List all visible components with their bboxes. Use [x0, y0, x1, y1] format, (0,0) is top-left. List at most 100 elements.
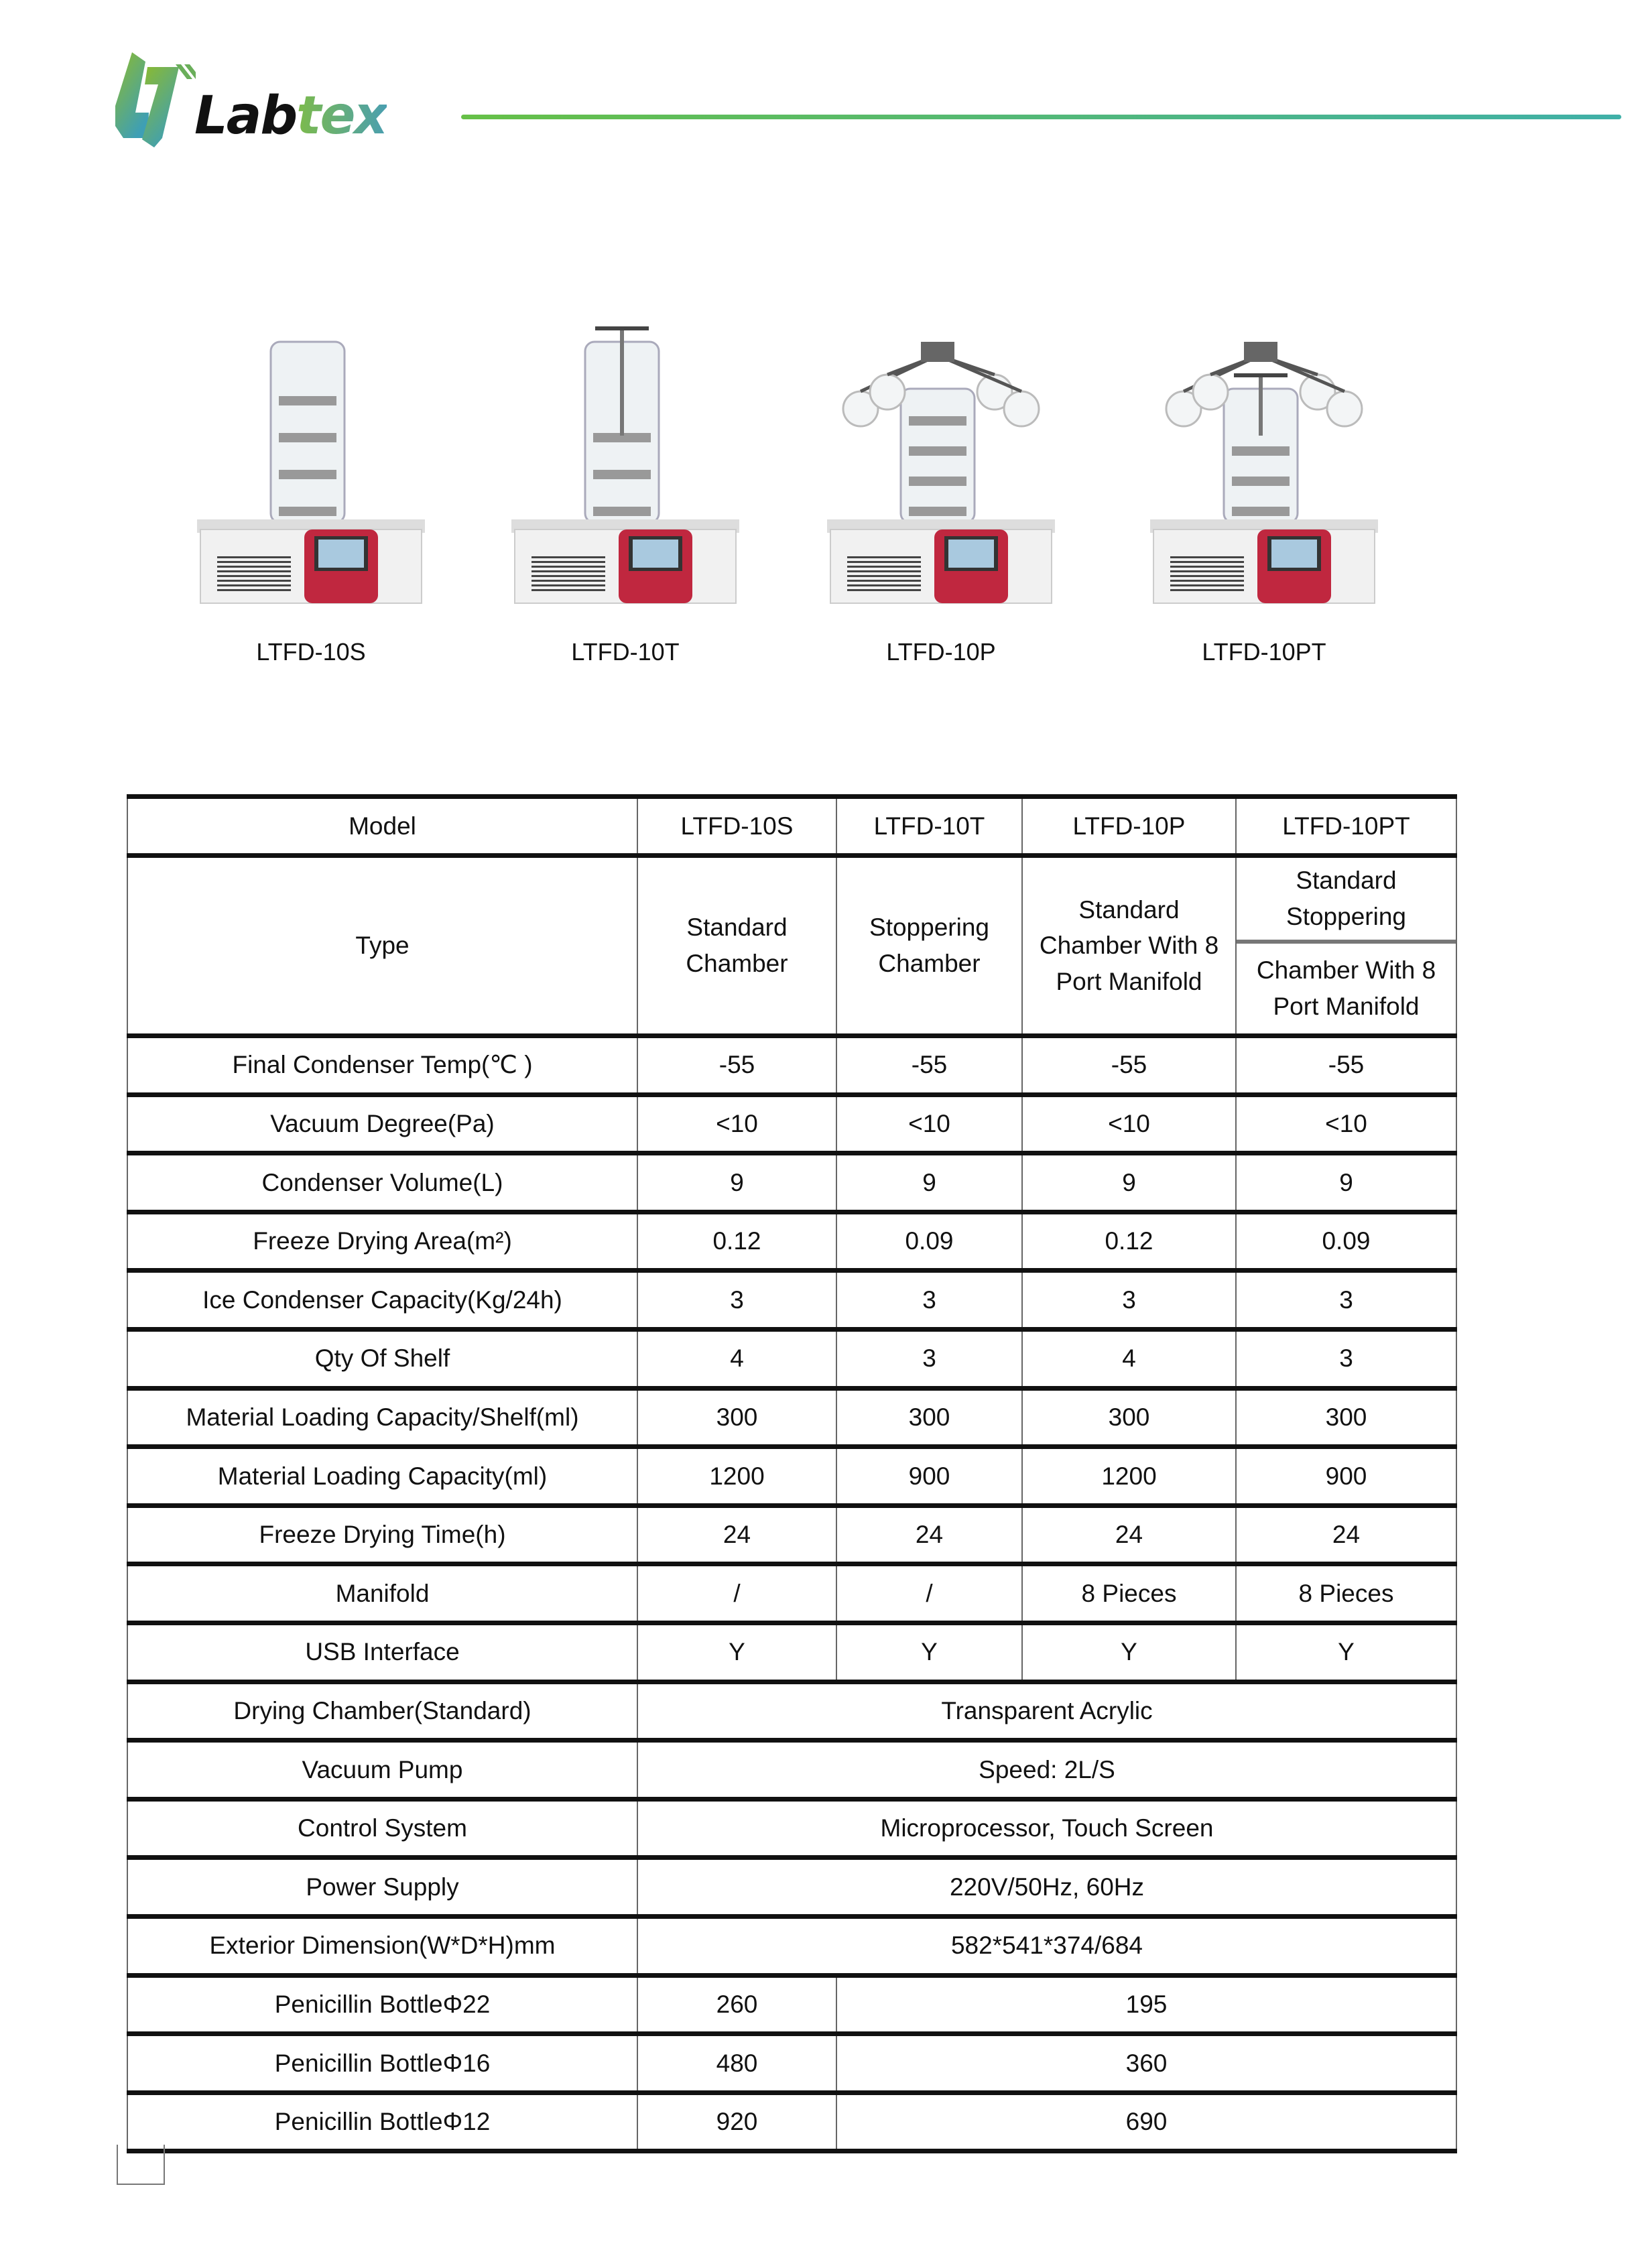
table-row: Material Loading Capacity/Shelf(ml) 300 30… — [127, 1387, 1457, 1448]
table-cell: 900 — [836, 1446, 1023, 1507]
table-cell: 260 — [637, 1974, 837, 2035]
row-label: Qty Of Shelf — [127, 1328, 638, 1389]
row-label: Drying Chamber(Standard) — [127, 1681, 638, 1741]
table-cell: Y — [1021, 1622, 1237, 1683]
table-cell: 582*541*374/684 — [637, 1915, 1457, 1976]
table-cell: 9 — [1021, 1152, 1237, 1213]
row-label: Condenser Volume(L) — [127, 1152, 638, 1213]
table-row: Final Condenser Temp(℃ ) -55 -55 -55 -55 — [127, 1035, 1457, 1096]
table-cell: 900 — [1235, 1446, 1457, 1507]
shelf — [1232, 477, 1290, 486]
row-label: USB Interface — [127, 1622, 638, 1683]
table-cell: / — [836, 1563, 1023, 1624]
shelf — [279, 396, 336, 405]
table-cell: -55 — [637, 1035, 837, 1096]
row-label: Vacuum Pump — [127, 1739, 638, 1800]
table-cell: 8 Pieces — [1235, 1563, 1457, 1624]
table-cell: 300 — [1021, 1387, 1237, 1448]
table-cell: 24 — [1235, 1505, 1457, 1565]
flask — [1192, 373, 1229, 411]
table-cell: Y — [836, 1622, 1023, 1683]
row-label: Final Condenser Temp(℃ ) — [127, 1035, 638, 1096]
model-header: LTFD-10T — [836, 796, 1023, 857]
table-cell: 3 — [637, 1269, 837, 1330]
type-cell-part: Chamber With 8 Port Manifold — [1256, 956, 1436, 1020]
flask — [869, 373, 906, 411]
table-cell: 3 — [836, 1328, 1023, 1389]
model-header: LTFD-10S — [637, 796, 837, 857]
row-label: Power Supply — [127, 1856, 638, 1917]
table-row: Vacuum Degree(Pa) <10 <10 <10 <10 — [127, 1094, 1457, 1154]
table-row: Material Loading Capacity(ml) 1200 900 1200… — [127, 1446, 1457, 1507]
product-image-ltfd-10s — [170, 315, 452, 610]
labtex-logo: Labtex — [115, 52, 388, 153]
table-row: Penicillin BottleΦ22 260 195 — [127, 1974, 1457, 2035]
table-cell: 360 — [836, 2033, 1457, 2094]
logo-wordmark: Labtex — [194, 86, 388, 146]
table-cell: Speed: 2L/S — [637, 1739, 1457, 1800]
table-cell: 24 — [1021, 1505, 1237, 1565]
table-cell: <10 — [1021, 1094, 1237, 1154]
table-cell: 24 — [637, 1505, 837, 1565]
table-cell: 3 — [836, 1269, 1023, 1330]
table-cell: 0.09 — [836, 1211, 1023, 1271]
row-label: Type — [127, 855, 638, 1037]
table-cell: Microprocessor, Touch Screen — [637, 1798, 1457, 1858]
table-row: Exterior Dimension(W*D*H)mm 582*541*374/6… — [127, 1915, 1457, 1976]
row-label: Manifold — [127, 1563, 638, 1624]
shelf — [909, 477, 966, 486]
flask — [1326, 390, 1363, 428]
table-row: Freeze Drying Area(m²) 0.12 0.09 0.12 0.09 — [127, 1211, 1457, 1271]
type-cell: Standard Stoppering Chamber With 8 Port M… — [1235, 855, 1457, 1037]
row-label: Material Loading Capacity/Shelf(ml) — [127, 1387, 638, 1448]
table-cell: -55 — [1235, 1035, 1457, 1096]
shelf — [279, 507, 336, 516]
table-row: Power Supply 220V/50Hz, 60Hz — [127, 1856, 1457, 1917]
row-label: Ice Condenser Capacity(Kg/24h) — [127, 1269, 638, 1330]
table-cell: 300 — [1235, 1387, 1457, 1448]
flask — [1003, 390, 1040, 428]
table-cell: / — [637, 1563, 837, 1624]
row-label: Penicillin BottleΦ16 — [127, 2033, 638, 2094]
header-divider — [461, 115, 1621, 119]
shelf — [279, 433, 336, 442]
row-label: Penicillin BottleΦ12 — [127, 2092, 638, 2152]
shelf — [593, 433, 651, 442]
table-row: Condenser Volume(L) 9 9 9 9 — [127, 1152, 1457, 1213]
row-label: Freeze Drying Time(h) — [127, 1505, 638, 1565]
shelf — [909, 446, 966, 456]
table-cell: 8 Pieces — [1021, 1563, 1237, 1624]
table-row: Vacuum Pump Speed: 2L/S — [127, 1739, 1457, 1800]
shelf — [593, 470, 651, 479]
table-cell: 480 — [637, 2033, 837, 2094]
model-header: LTFD-10PT — [1235, 796, 1457, 857]
table-row: Manifold //8 Pieces 8 Pieces — [127, 1563, 1457, 1624]
type-row: Type Standard Chamber Stoppering Chamber St… — [127, 855, 1457, 1037]
row-label: Control System — [127, 1798, 638, 1858]
table-cell: 220V/50Hz, 60Hz — [637, 1856, 1457, 1917]
product-image-ltfd-10t — [485, 315, 766, 610]
shelf — [1232, 446, 1290, 456]
row-label: Exterior Dimension(W*D*H)mm — [127, 1915, 638, 1976]
table-cell: 1200 — [637, 1446, 837, 1507]
product-label: LTFD-10T — [571, 638, 680, 666]
type-cell: Standard Chamber With 8 Port Manifold — [1021, 855, 1237, 1037]
table-cell: <10 — [637, 1094, 837, 1154]
table-cell: 3 — [1235, 1328, 1457, 1389]
table-cell: 0.12 — [637, 1211, 837, 1271]
table-cell: 9 — [836, 1152, 1023, 1213]
table-row: Penicillin BottleΦ16 480 360 — [127, 2033, 1457, 2094]
shelf — [909, 416, 966, 426]
table-cell: Transparent Acrylic — [637, 1681, 1457, 1741]
row-label: Model — [127, 796, 638, 857]
table-cell: 1200 — [1021, 1446, 1237, 1507]
shelf — [593, 507, 651, 516]
acrylic-chamber — [269, 340, 346, 524]
type-cell: Standard Chamber — [637, 855, 837, 1037]
row-label: Penicillin BottleΦ22 — [127, 1974, 638, 2035]
table-row: Drying Chamber(Standard) Transparent Acry… — [127, 1681, 1457, 1741]
table-cell: 9 — [1235, 1152, 1457, 1213]
shelf — [279, 470, 336, 479]
product-label: LTFD-10PT — [1202, 638, 1326, 666]
table-row: Freeze Drying Time(h) 24 24 24 24 — [127, 1505, 1457, 1565]
